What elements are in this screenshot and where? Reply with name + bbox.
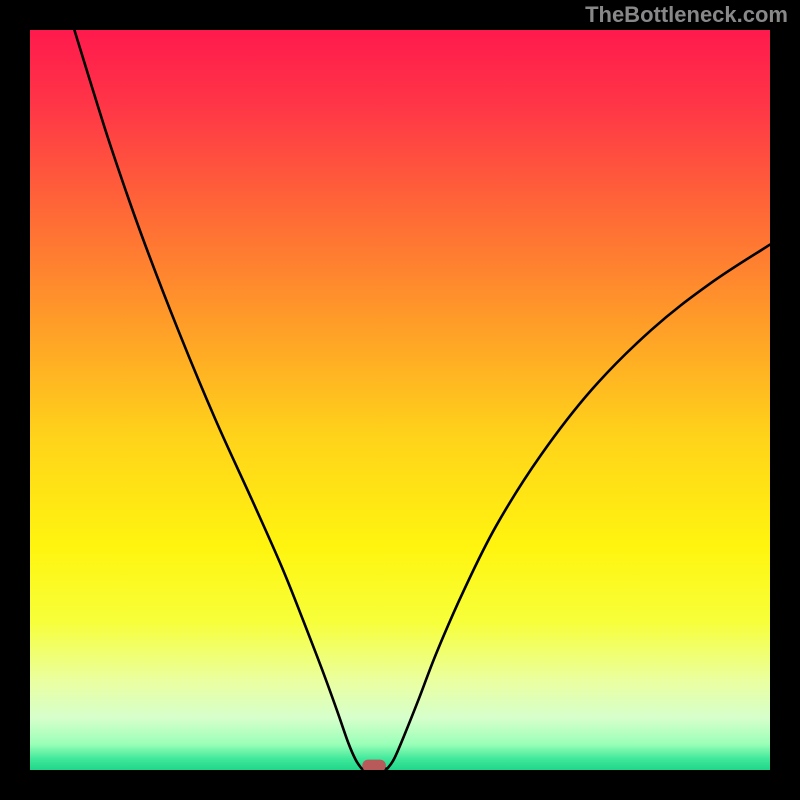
watermark-text: TheBottleneck.com [585, 2, 788, 28]
bottleneck-curve-chart [30, 30, 770, 770]
chart-background [30, 30, 770, 770]
optimum-marker [362, 760, 386, 770]
chart-plot-area [30, 30, 770, 770]
